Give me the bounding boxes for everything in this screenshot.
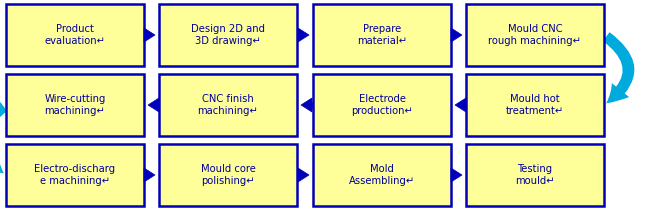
- Text: Electrode
production↵: Electrode production↵: [351, 94, 413, 116]
- FancyBboxPatch shape: [159, 4, 297, 66]
- Polygon shape: [144, 168, 155, 182]
- FancyBboxPatch shape: [466, 4, 604, 66]
- FancyBboxPatch shape: [6, 4, 144, 66]
- FancyBboxPatch shape: [466, 74, 604, 136]
- Polygon shape: [298, 168, 309, 182]
- Polygon shape: [148, 98, 159, 112]
- Polygon shape: [144, 32, 148, 38]
- Polygon shape: [455, 98, 466, 112]
- Polygon shape: [144, 28, 155, 42]
- Text: Mold
Assembling↵: Mold Assembling↵: [349, 164, 415, 186]
- Polygon shape: [301, 98, 312, 112]
- Polygon shape: [144, 172, 148, 178]
- FancyBboxPatch shape: [313, 144, 451, 206]
- Text: Mould hot
treatment↵: Mould hot treatment↵: [506, 94, 564, 116]
- FancyBboxPatch shape: [159, 74, 297, 136]
- Polygon shape: [451, 172, 455, 178]
- FancyBboxPatch shape: [313, 74, 451, 136]
- Polygon shape: [298, 172, 301, 178]
- Polygon shape: [309, 102, 312, 108]
- Polygon shape: [155, 102, 159, 108]
- Polygon shape: [462, 102, 466, 108]
- Polygon shape: [298, 28, 309, 42]
- FancyBboxPatch shape: [466, 144, 604, 206]
- Text: Product
evaluation↵: Product evaluation↵: [44, 24, 105, 46]
- Polygon shape: [451, 28, 462, 42]
- Text: Design 2D and
3D drawing↵: Design 2D and 3D drawing↵: [191, 24, 265, 46]
- Text: Wire-cutting
machining↵: Wire-cutting machining↵: [44, 94, 106, 116]
- FancyBboxPatch shape: [313, 4, 451, 66]
- Polygon shape: [298, 32, 301, 38]
- FancyBboxPatch shape: [6, 74, 144, 136]
- Text: Electro-discharg
e machining↵: Electro-discharg e machining↵: [34, 164, 116, 186]
- Polygon shape: [451, 32, 455, 38]
- Polygon shape: [451, 168, 462, 182]
- Text: Mould CNC
rough machining↵: Mould CNC rough machining↵: [489, 24, 581, 46]
- Text: Testing
mould↵: Testing mould↵: [515, 164, 555, 186]
- Text: Prepare
material↵: Prepare material↵: [357, 24, 407, 46]
- Text: CNC finish
machining↵: CNC finish machining↵: [197, 94, 258, 116]
- FancyArrowPatch shape: [0, 102, 7, 173]
- FancyBboxPatch shape: [159, 144, 297, 206]
- FancyArrowPatch shape: [603, 32, 634, 103]
- Text: Mould core
polishing↵: Mould core polishing↵: [201, 164, 256, 186]
- FancyBboxPatch shape: [6, 144, 144, 206]
